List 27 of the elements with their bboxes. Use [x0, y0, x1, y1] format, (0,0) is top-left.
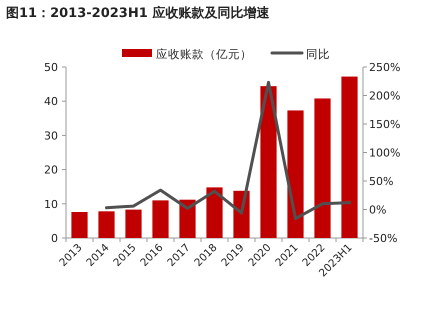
y2-tick-label: 200%	[369, 90, 400, 102]
y2-tick-label: 100%	[369, 146, 400, 160]
chart-title: 图11：2013-2023H1 应收账款及同比增速	[6, 5, 270, 21]
y-tick-label: 10	[44, 198, 58, 211]
bar	[206, 187, 223, 238]
bar	[98, 211, 115, 238]
bar	[71, 212, 88, 238]
bar	[260, 86, 277, 238]
legend-label: 应收账款（亿元）	[156, 47, 252, 61]
bar	[152, 200, 169, 238]
y2-tick-label: 50%	[369, 175, 394, 188]
y-tick-label: 0	[51, 232, 58, 245]
y-tick-label: 50	[44, 61, 58, 74]
bar	[341, 76, 358, 238]
line-series	[105, 80, 351, 220]
bar	[314, 98, 331, 238]
bar	[125, 210, 142, 238]
bar	[287, 110, 304, 238]
bar	[179, 200, 196, 238]
y2-tick-label: 150%	[369, 118, 400, 131]
y-tick-label: 30	[44, 129, 58, 142]
y-tick-label: 40	[44, 95, 58, 108]
y2-tick-label: -50%	[369, 232, 398, 245]
y-tick-label: 20	[44, 164, 58, 177]
legend-label: 同比	[306, 47, 330, 61]
y2-tick-label: 0%	[369, 204, 386, 216]
y2-tick-label: 250%	[369, 61, 400, 74]
